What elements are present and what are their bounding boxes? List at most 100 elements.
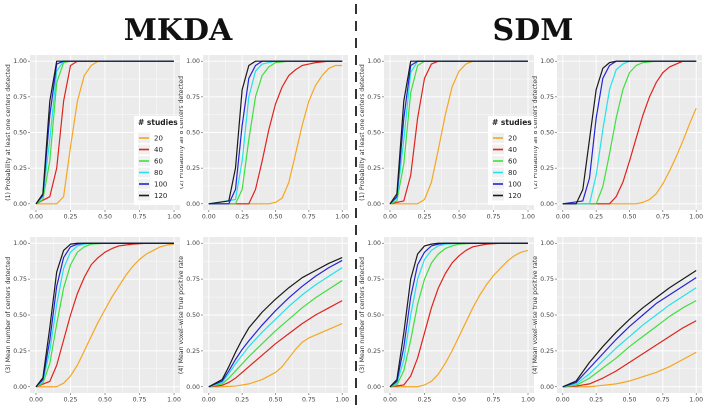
legend-label-60: 60 bbox=[508, 158, 517, 166]
panel-mkda2: 0.00 0.25 0.50 0.75 1.00 0.00 0.25 0.50 0.75 1.00… bbox=[178, 55, 349, 221]
y-tick-label: 0.00 bbox=[367, 201, 381, 208]
y-axis-title: (1) Probability at least one centers det… bbox=[5, 64, 12, 201]
x-tick-label: 0.75 bbox=[656, 214, 670, 221]
series-line-20 bbox=[562, 351, 697, 388]
series-line-20 bbox=[390, 60, 528, 205]
series-line-40 bbox=[562, 60, 697, 205]
x-tick-label: 0.25 bbox=[64, 397, 78, 404]
y-tick-label: 0.25 bbox=[540, 348, 554, 355]
y-axis-title: (3) Mean number of centers detected bbox=[359, 257, 366, 373]
x-tick-label: 0.00 bbox=[29, 214, 43, 221]
y-tick-label: 0.00 bbox=[13, 201, 27, 208]
y-tick-label: 0.50 bbox=[540, 130, 554, 137]
series-line-20 bbox=[390, 249, 529, 388]
legend-label-100: 100 bbox=[508, 181, 521, 189]
x-tick-label: 0.50 bbox=[623, 214, 637, 221]
y-tick-label: 0.50 bbox=[540, 312, 554, 319]
series-line-60 bbox=[208, 60, 343, 205]
x-tick-label: 0.75 bbox=[487, 214, 501, 221]
series-line-120 bbox=[389, 242, 528, 388]
series-line-20 bbox=[36, 243, 175, 388]
legend-label-80: 80 bbox=[154, 169, 163, 177]
y-tick-label: 1.00 bbox=[540, 58, 554, 65]
y-tick-label: 0.25 bbox=[540, 165, 554, 172]
panel-sdm3: 0.00 0.25 0.50 0.75 1.00 0.00 0.25 0.50 0.75 1.00… bbox=[359, 237, 535, 404]
title-sdm: SDM bbox=[493, 13, 574, 48]
x-tick-label: 1.00 bbox=[167, 214, 181, 221]
y-tick-label: 0.75 bbox=[186, 94, 200, 101]
series-line-120 bbox=[35, 242, 174, 388]
y-tick-label: 0.00 bbox=[186, 201, 200, 208]
series-line-100 bbox=[208, 259, 343, 388]
x-tick-label: 0.00 bbox=[202, 397, 216, 404]
x-tick-label: 0.00 bbox=[383, 397, 397, 404]
x-tick-label: 0.25 bbox=[235, 397, 249, 404]
y-tick-label: 0.75 bbox=[540, 94, 554, 101]
legend-label-80: 80 bbox=[508, 169, 517, 177]
legend-label-120: 120 bbox=[154, 192, 167, 200]
series-line-60 bbox=[562, 60, 697, 205]
x-tick-label: 0.00 bbox=[383, 214, 397, 221]
series-line-40 bbox=[208, 60, 343, 205]
y-tick-label: 0.25 bbox=[13, 165, 27, 172]
y-tick-label: 0.00 bbox=[540, 201, 554, 208]
x-tick-label: 0.75 bbox=[302, 397, 316, 404]
x-tick-label: 1.00 bbox=[521, 397, 535, 404]
x-tick-label: 0.50 bbox=[269, 397, 283, 404]
series-line-40 bbox=[562, 320, 697, 388]
x-tick-label: 0.25 bbox=[235, 214, 249, 221]
x-tick-label: 0.25 bbox=[589, 397, 603, 404]
series-line-120 bbox=[35, 60, 174, 205]
legend-label-120: 120 bbox=[508, 192, 521, 200]
x-tick-label: 0.50 bbox=[452, 214, 466, 221]
x-tick-label: 0.00 bbox=[29, 397, 43, 404]
x-tick-label: 0.00 bbox=[556, 397, 570, 404]
series-line-80 bbox=[562, 287, 697, 388]
y-tick-label: 0.50 bbox=[367, 312, 381, 319]
series-line-40 bbox=[35, 242, 174, 388]
y-tick-label: 0.75 bbox=[367, 276, 381, 283]
y-tick-label: 1.00 bbox=[13, 240, 27, 247]
x-tick-label: 0.75 bbox=[487, 397, 501, 404]
y-tick-label: 0.00 bbox=[540, 384, 554, 391]
y-tick-label: 0.50 bbox=[13, 312, 27, 319]
legends: # studies 20 40 60 80 100 120 # studies 20 40 60 80… bbox=[134, 116, 534, 205]
legend-label-40: 40 bbox=[508, 146, 517, 154]
x-tick-label: 0.50 bbox=[98, 397, 112, 404]
x-tick-label: 1.00 bbox=[335, 397, 349, 404]
y-tick-label: 0.75 bbox=[13, 276, 27, 283]
series-line-60 bbox=[389, 242, 528, 388]
y-tick-label: 0.25 bbox=[13, 348, 27, 355]
series-line-80 bbox=[208, 267, 343, 388]
y-tick-label: 0.50 bbox=[186, 130, 200, 137]
y-tick-label: 0.50 bbox=[186, 312, 200, 319]
legend-mkda: # studies 20 40 60 80 100 120 bbox=[134, 116, 180, 205]
y-tick-label: 1.00 bbox=[367, 58, 381, 65]
x-tick-label: 0.25 bbox=[589, 214, 603, 221]
legend-label-60: 60 bbox=[154, 158, 163, 166]
y-tick-label: 0.00 bbox=[367, 384, 381, 391]
y-tick-label: 0.75 bbox=[367, 94, 381, 101]
x-tick-label: 0.50 bbox=[452, 397, 466, 404]
panel-mkda3: 0.00 0.25 0.50 0.75 1.00 0.00 0.25 0.50 0.75 1.00… bbox=[5, 237, 181, 404]
series-line-120 bbox=[562, 270, 697, 388]
y-tick-label: 1.00 bbox=[367, 240, 381, 247]
series-line-100 bbox=[208, 60, 343, 205]
x-tick-label: 0.25 bbox=[418, 214, 432, 221]
y-tick-label: 0.25 bbox=[186, 348, 200, 355]
series-line-120 bbox=[389, 60, 528, 205]
x-tick-label: 0.50 bbox=[623, 397, 637, 404]
series-line-100 bbox=[562, 277, 697, 388]
panel-mkda4: 0.00 0.25 0.50 0.75 1.00 0.00 0.25 0.50 0.75 1.00… bbox=[178, 237, 349, 404]
y-axis-title: (1) Probability at least one centers det… bbox=[359, 64, 366, 201]
x-tick-label: 0.75 bbox=[133, 397, 147, 404]
x-tick-label: 0.25 bbox=[64, 214, 78, 221]
y-tick-label: 0.00 bbox=[13, 384, 27, 391]
y-axis-title: (2) Probability all 8 centers detected bbox=[178, 76, 185, 189]
y-tick-label: 1.00 bbox=[186, 240, 200, 247]
series-line-40 bbox=[208, 300, 343, 388]
y-tick-label: 1.00 bbox=[540, 240, 554, 247]
series-line-120 bbox=[562, 60, 697, 205]
y-tick-label: 1.00 bbox=[186, 58, 200, 65]
x-tick-label: 1.00 bbox=[167, 397, 181, 404]
